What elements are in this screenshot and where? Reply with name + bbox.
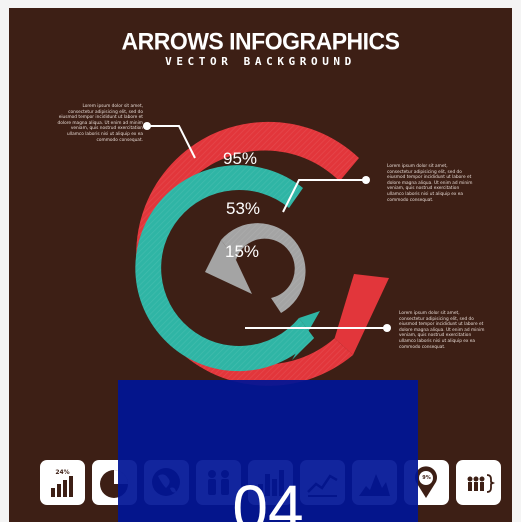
callout-line-3 <box>245 324 391 332</box>
inner-ring-percent-label: 15% <box>225 242 259 261</box>
overlay-block: 04 <box>118 380 418 522</box>
group-icon <box>456 460 501 505</box>
middle-ring-percent-label: 53% <box>226 199 260 218</box>
outer-ring-percent-label: 95% <box>223 149 257 168</box>
outer-arrow-head <box>335 274 389 355</box>
bar-chart-icon: 24% <box>40 460 85 505</box>
overlay-number: 04 <box>118 476 418 522</box>
infographic-poster: ARROWS INFOGRAPHICS VECTOR BACKGROUND Lo… <box>9 8 512 522</box>
inner-arrow-ring <box>205 223 306 313</box>
